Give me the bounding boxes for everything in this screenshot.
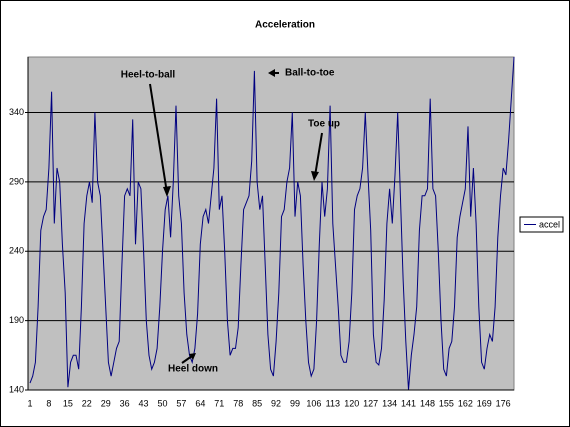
arrow-head <box>189 353 196 360</box>
y-tick-label: 240 <box>9 246 24 256</box>
x-tick-label: 155 <box>439 398 454 408</box>
arrow <box>149 83 168 194</box>
x-tick-label: 113 <box>326 398 340 408</box>
arrow-head <box>311 171 319 181</box>
x-tick-label: 64 <box>195 398 205 408</box>
x-tick-label: 169 <box>477 398 492 408</box>
x-tick-label: 22 <box>82 398 92 408</box>
annotations: Heel-to-ball Ball-to-toe Toe up Heel dow… <box>121 68 340 375</box>
chart-title: Acceleration <box>255 20 315 31</box>
x-tick-label: 71 <box>214 398 224 408</box>
y-tick-label: 290 <box>9 176 24 186</box>
annotation: Toe up <box>308 119 340 130</box>
x-tick-label: 92 <box>271 398 281 408</box>
annotation: Ball-to-toe <box>285 68 335 79</box>
x-tick-label: 127 <box>363 398 378 408</box>
x-tick-label: 106 <box>306 398 321 408</box>
x-tick-label: 50 <box>157 398 167 408</box>
x-tick-label: 57 <box>176 398 186 408</box>
arrow-head <box>268 69 275 77</box>
plot-area <box>27 56 515 391</box>
y-tick-label: 140 <box>9 384 24 394</box>
y-tick-label: 190 <box>9 315 24 325</box>
x-tick-label: 29 <box>101 398 111 408</box>
annotation: Heel down <box>168 364 218 375</box>
x-tick-label: 1 <box>27 398 32 408</box>
x-tick-label: 85 <box>252 398 262 408</box>
marks: 140 190 240 290 340 1 8 15 22 29 36 43 50 57 64 71 78 85 9… <box>9 56 515 408</box>
arrow <box>314 132 323 177</box>
x-tick-label: 36 <box>120 398 130 408</box>
x-tick-label: 141 <box>401 398 416 408</box>
arrow <box>181 355 193 364</box>
x-tick-label: 176 <box>496 398 511 408</box>
x-tick-label: 148 <box>420 398 435 408</box>
x-tick-label: 15 <box>63 398 73 408</box>
annotation: Heel-to-ball <box>121 70 176 81</box>
x-tick-label: 8 <box>46 398 51 408</box>
x-tick-label: 78 <box>233 398 243 408</box>
x-tick-label: 99 <box>290 398 300 408</box>
arrow-head <box>163 186 171 197</box>
x-tick-label: 43 <box>139 398 149 408</box>
y-tick-label: 340 <box>9 107 24 117</box>
legend <box>519 216 564 233</box>
series-line <box>29 56 515 391</box>
x-tick-label: 120 <box>344 398 359 408</box>
x-tick-label: 134 <box>382 398 397 408</box>
legend-label: accel <box>539 219 560 229</box>
x-tick-label: 162 <box>458 398 473 408</box>
